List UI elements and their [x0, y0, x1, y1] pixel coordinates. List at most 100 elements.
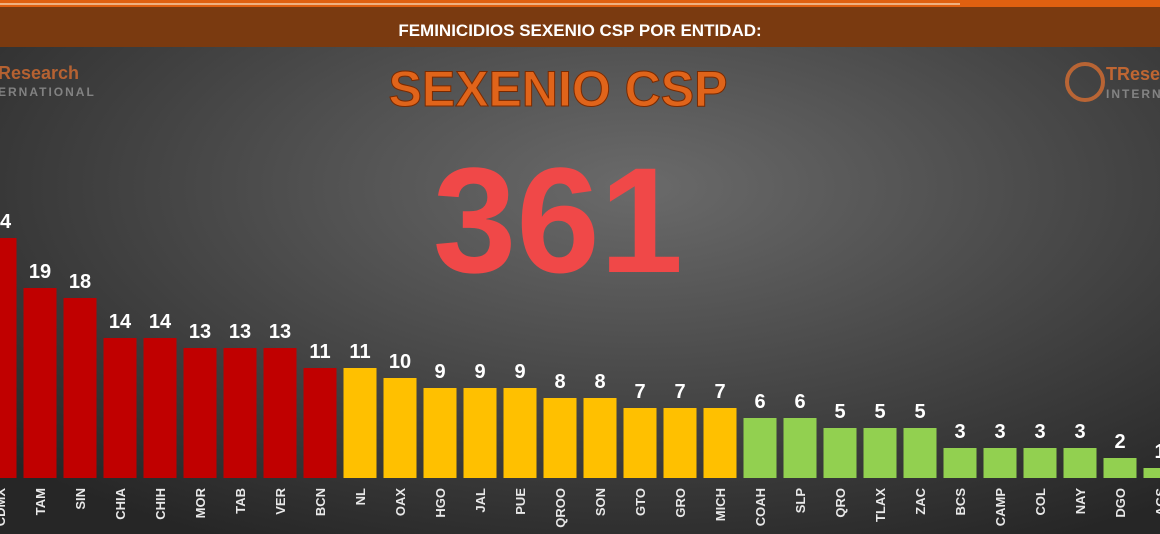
value-label: 8 — [594, 371, 605, 393]
value-label: 11 — [309, 341, 330, 363]
x-tick-label: CDMX — [0, 488, 8, 527]
bar — [543, 398, 577, 478]
x-tick-label: PUE — [513, 488, 528, 515]
value-label: 3 — [1034, 421, 1045, 443]
value-label: 13 — [189, 321, 211, 343]
x-tick-label: QROO — [553, 488, 568, 528]
x-tick-label: SON — [593, 488, 608, 516]
bar — [303, 368, 337, 478]
bar — [463, 388, 497, 478]
bar — [143, 338, 177, 478]
bar — [223, 348, 257, 478]
value-label: 24 — [0, 211, 12, 233]
bar — [1063, 448, 1097, 478]
bar — [343, 368, 377, 478]
value-label: 19 — [29, 261, 51, 283]
bar — [863, 428, 897, 478]
value-label: 14 — [149, 311, 172, 333]
bar — [1143, 468, 1160, 478]
value-label: 3 — [994, 421, 1005, 443]
bar — [503, 388, 537, 478]
x-tick-label: COAH — [753, 488, 768, 526]
bar — [663, 408, 697, 478]
x-tick-label: QRO — [833, 488, 848, 518]
x-tick-label: DGO — [1113, 488, 1128, 518]
value-label: 8 — [554, 371, 565, 393]
value-label: 9 — [434, 361, 445, 383]
bar — [423, 388, 457, 478]
bar — [23, 288, 57, 478]
bar — [943, 448, 977, 478]
value-label: 7 — [714, 381, 725, 403]
x-tick-label: GTO — [633, 488, 648, 516]
x-tick-label: NAY — [1073, 488, 1088, 515]
value-label: 5 — [914, 401, 925, 423]
bar — [703, 408, 737, 478]
x-tick-label: MICH — [713, 488, 728, 521]
bar — [63, 298, 97, 478]
x-tick-label: BCN — [313, 488, 328, 516]
header-accent-line — [0, 3, 960, 5]
x-tick-label: TAB — [233, 488, 248, 514]
value-label: 10 — [389, 351, 411, 373]
chart-title: SEXENIO CSP — [389, 61, 728, 117]
x-tick-label: NL — [353, 488, 368, 505]
x-tick-label: AGS — [1153, 488, 1160, 517]
x-tick-label: TLAX — [873, 488, 888, 522]
x-tick-label: CHIH — [153, 488, 168, 520]
x-tick-label: VER — [273, 487, 288, 514]
x-tick-label: ZAC — [913, 487, 928, 514]
value-label: 13 — [229, 321, 251, 343]
value-label: 7 — [634, 381, 645, 403]
bar — [823, 428, 857, 478]
bar — [263, 348, 297, 478]
total: 361 — [433, 136, 683, 304]
x-tick-label: COL — [1033, 488, 1048, 516]
x-tick-label: JAL — [473, 488, 488, 513]
bar — [623, 408, 657, 478]
logo-left-sub: ERNATIONAL — [0, 85, 96, 99]
value-label: 5 — [874, 401, 885, 423]
value-label: 6 — [754, 391, 765, 413]
x-tick-label: OAX — [393, 488, 408, 517]
bar — [983, 448, 1017, 478]
value-label: 11 — [349, 341, 370, 363]
bar — [0, 238, 17, 478]
x-tick-label: CHIA — [113, 487, 128, 519]
logo-right-sub: INTERNA — [1106, 87, 1160, 101]
value-label: 6 — [794, 391, 805, 413]
bar — [1103, 458, 1137, 478]
logo-right: TResea — [1106, 64, 1160, 84]
logo-left: Research — [0, 63, 79, 83]
value-label: 14 — [109, 311, 132, 333]
value-label: 2 — [1114, 431, 1125, 453]
x-tick-label: TAM — [33, 488, 48, 515]
header-bar — [0, 0, 1160, 47]
bar — [383, 378, 417, 478]
value-label: 13 — [269, 321, 291, 343]
header-title: FEMINICIDIOS SEXENIO CSP POR ENTIDAD: — [398, 21, 761, 40]
bar — [743, 418, 777, 478]
logo-right-icon — [1065, 62, 1105, 102]
x-tick-label: SLP — [793, 488, 808, 514]
bar — [1023, 448, 1057, 478]
x-tick-label: HGO — [433, 488, 448, 518]
x-tick-label: SIN — [73, 488, 88, 510]
value-label: 9 — [514, 361, 525, 383]
value-label: 7 — [674, 381, 685, 403]
x-tick-label: GRO — [673, 488, 688, 518]
x-tick-label: BCS — [953, 488, 968, 516]
bar — [183, 348, 217, 478]
x-tick-label: MOR — [193, 487, 208, 518]
bar — [583, 398, 617, 478]
value-label: 1 — [1154, 441, 1160, 463]
x-tick-label: CAMP — [993, 488, 1008, 527]
value-label: 5 — [834, 401, 845, 423]
bar — [903, 428, 937, 478]
bar — [103, 338, 137, 478]
value-label: 18 — [69, 271, 91, 293]
value-label: 3 — [1074, 421, 1085, 443]
bar — [783, 418, 817, 478]
value-label: 9 — [474, 361, 485, 383]
